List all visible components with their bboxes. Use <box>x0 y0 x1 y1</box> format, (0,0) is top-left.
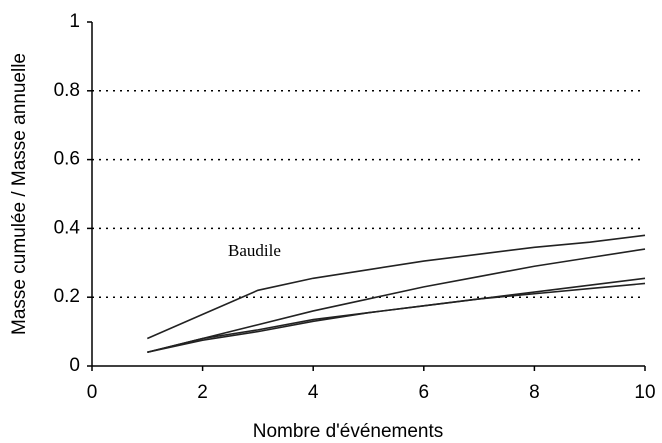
y-axis-label: Masse cumulée / Masse annuelle <box>9 53 30 335</box>
x-tick-label: 0 <box>87 382 98 403</box>
y-tick-label: 0.6 <box>54 149 80 170</box>
x-tick-label: 4 <box>308 382 319 403</box>
line <box>147 248 646 354</box>
y-tick-label: 0.2 <box>54 286 80 307</box>
y-tick-label: 0.4 <box>54 217 81 238</box>
line <box>146 234 646 340</box>
line <box>147 277 646 354</box>
y-tick-label: 1 <box>69 11 80 32</box>
x-tick-label: 6 <box>419 382 430 403</box>
annotation: Baudile <box>228 241 281 260</box>
x-tick-label: 8 <box>529 382 540 403</box>
y-tick-label: 0.8 <box>54 80 80 101</box>
x-tick-label: 2 <box>197 382 208 403</box>
x-axis-label: Nombre d'événements <box>253 421 444 442</box>
line <box>147 282 646 354</box>
y-tick-label: 0 <box>69 355 80 376</box>
x-tick-label: 10 <box>634 382 655 403</box>
